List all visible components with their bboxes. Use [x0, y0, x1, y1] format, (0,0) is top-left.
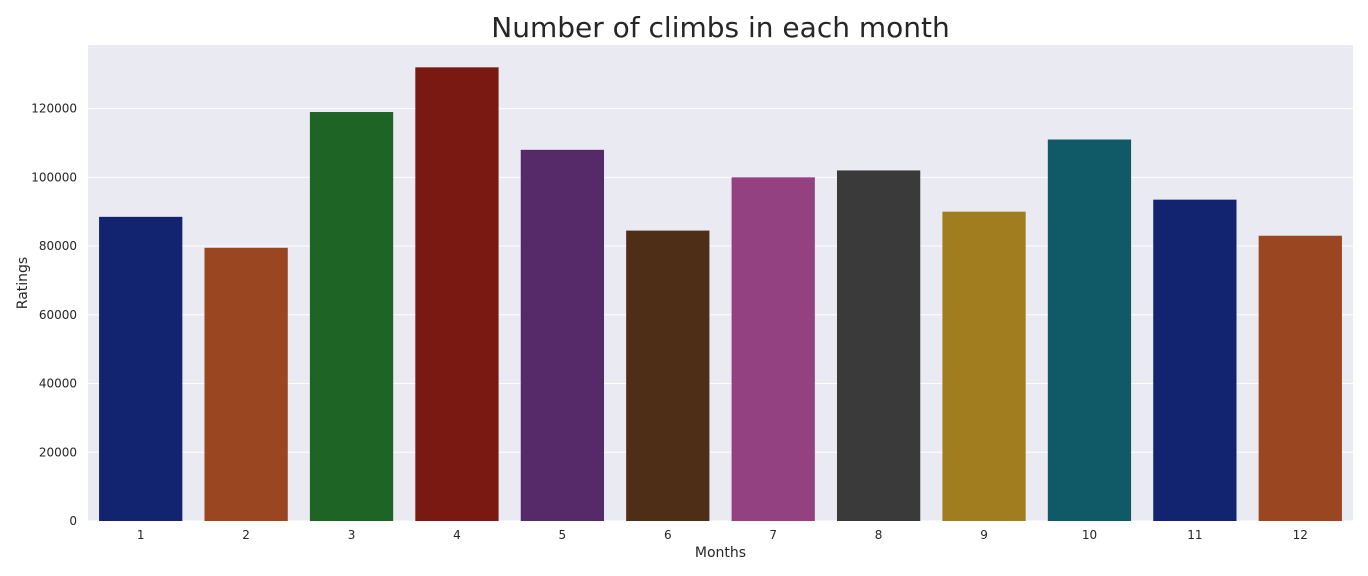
y-tick-label: 120000	[31, 102, 77, 116]
bar-month-4	[415, 67, 499, 521]
y-tick-label: 100000	[31, 170, 77, 184]
bar-month-12	[1258, 235, 1342, 521]
y-tick-label: 40000	[39, 377, 77, 391]
bar-month-3	[309, 112, 394, 521]
x-axis-label: Months	[695, 545, 746, 561]
bar-month-10	[1047, 139, 1132, 521]
bar-month-7	[731, 177, 815, 521]
y-tick-label: 80000	[39, 239, 77, 253]
x-tick-label: 5	[559, 528, 567, 542]
x-tick-label: 3	[348, 528, 356, 542]
x-tick-label: 8	[875, 528, 883, 542]
bar-month-1	[99, 216, 183, 521]
y-tick-label: 20000	[39, 445, 77, 459]
bar-month-11	[1153, 199, 1237, 521]
y-axis-ticks: 0 20000 40000 60000 80000 100000 120000	[31, 102, 77, 528]
x-tick-label: 9	[980, 528, 988, 542]
bar-month-5	[520, 149, 605, 521]
plot-area	[88, 45, 1353, 521]
bar-month-2	[204, 247, 288, 521]
bar-month-6	[626, 230, 710, 522]
x-tick-label: 12	[1293, 528, 1308, 542]
y-axis-label: Ratings	[15, 257, 31, 309]
bar-month-9	[942, 211, 1026, 521]
y-tick-label: 60000	[39, 308, 77, 322]
x-tick-label: 6	[664, 528, 672, 542]
x-tick-label: 2	[242, 528, 250, 542]
gridlines	[88, 108, 1353, 522]
bars	[99, 67, 1342, 522]
x-tick-label: 10	[1082, 528, 1097, 542]
x-tick-label: 11	[1187, 528, 1202, 542]
bar-month-8	[836, 170, 921, 522]
y-tick-label: 0	[69, 514, 77, 528]
x-tick-label: 1	[137, 528, 145, 542]
x-tick-label: 4	[453, 528, 461, 542]
x-tick-label: 7	[769, 528, 777, 542]
x-axis-ticks: 1 2 3 4 5 6 7 8 9 10 11 12	[137, 528, 1308, 542]
chart-title: Number of climbs in each month	[491, 11, 950, 44]
